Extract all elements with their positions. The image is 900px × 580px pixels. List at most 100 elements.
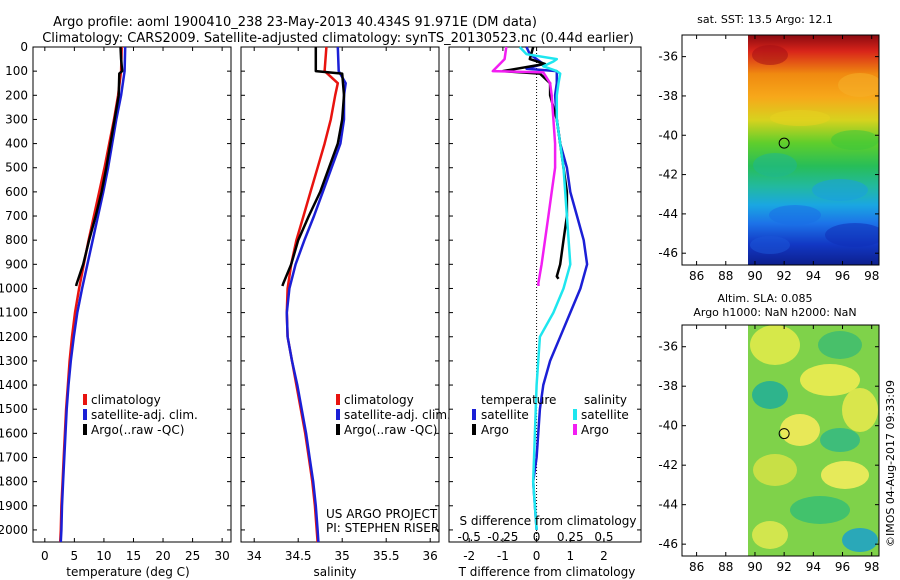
legend-swatch-satellite xyxy=(336,409,340,420)
sst-map-title: sat. SST: 13.5 Argo: 12.1 xyxy=(697,13,833,26)
map-y-tick-label: -38 xyxy=(658,379,678,393)
x-tick-label: 10 xyxy=(96,549,111,563)
x-tick-label: 0 xyxy=(41,549,49,563)
map-x-tick-label: 88 xyxy=(718,560,733,574)
legend-label-climatology: climatology xyxy=(91,393,161,407)
series-line-1 xyxy=(285,46,347,543)
sst-map-empty-region xyxy=(682,35,748,265)
temperature-chart: 0 5 10 15 20 25 30 xyxy=(41,46,230,563)
depth-tick-label: 900 xyxy=(5,257,28,271)
x-tick-label: 30 xyxy=(214,549,229,563)
map-y-tick-label: -40 xyxy=(658,128,678,142)
pi-credit: PI: STEPHEN RISER xyxy=(326,521,439,535)
sla-map-title-line1: Altim. SLA: 0.085 xyxy=(717,292,812,305)
depth-tick-label: 0 xyxy=(20,40,28,54)
map-y-tick-label: -36 xyxy=(658,340,678,354)
depth-tick-label: 700 xyxy=(5,209,28,223)
map-y-tick-label: -36 xyxy=(658,50,678,64)
x-tick-label: 35.5 xyxy=(373,549,400,563)
depth-tick-label: 1100 xyxy=(0,306,28,320)
temperature-panel-frame xyxy=(32,46,232,543)
map-x-tick-label: 90 xyxy=(747,560,762,574)
legend-label-sal-argo: Argo xyxy=(581,423,609,437)
legend-label-argo: Argo(..raw -QC) xyxy=(344,423,437,437)
difference-panel-frame xyxy=(448,46,642,543)
legend-label-climatology: climatology xyxy=(344,393,414,407)
legend-swatch-temp-satellite xyxy=(472,409,476,420)
depth-tick-label: 100 xyxy=(5,64,28,78)
x-tick-label: 2 xyxy=(600,549,608,563)
map-y-tick-label: -40 xyxy=(658,419,678,433)
map-y-tick-label: -46 xyxy=(658,537,678,551)
depth-tick-label: 2000 xyxy=(0,523,28,537)
x-tick-label: 20 xyxy=(155,549,170,563)
x-tick-label: 34.5 xyxy=(285,549,312,563)
map-x-tick-label: 86 xyxy=(689,269,704,283)
salinity-panel-frame xyxy=(240,46,440,543)
imos-stamp: ©IMOS 04-Aug-2017 09:33:09 xyxy=(884,380,897,547)
sla-map-axes: 86 88 90 92 94 96 98 -36 -38 -40 -42 -44 -46 xyxy=(658,325,879,574)
sla-map: 86 88 90 92 94 96 98 -36 -38 -40 -42 -44 -46 xyxy=(658,324,880,574)
map-y-tick-label: -46 xyxy=(658,246,678,260)
map-x-tick-label: 98 xyxy=(864,269,879,283)
map-y-tick-label: -44 xyxy=(658,207,678,221)
sst-map-frame xyxy=(681,34,880,266)
temperature-legend: climatology satellite-adj. clim. Argo(..… xyxy=(83,393,198,437)
temperature-xlabel: temperature (deg C) xyxy=(66,565,189,579)
depth-tick-label: 1200 xyxy=(0,330,28,344)
map-x-tick-label: 86 xyxy=(689,560,704,574)
sla-map-empty-region xyxy=(682,325,748,556)
sst-map: 86 88 90 92 94 96 98 -36 -38 -40 -42 -44 -46 xyxy=(658,34,880,283)
float-position-marker xyxy=(778,137,790,149)
depth-tick-label: 400 xyxy=(5,137,28,151)
map-x-tick-label: 94 xyxy=(806,269,821,283)
s-tick-label: -0.25 xyxy=(487,530,518,544)
map-y-tick-label: -38 xyxy=(658,89,678,103)
figure-title-line1: Argo profile: aoml 1900410_238 23-May-20… xyxy=(53,15,537,30)
map-x-tick-label: 92 xyxy=(777,560,792,574)
depth-tick-label: 1900 xyxy=(0,499,28,513)
legend-swatch-satellite xyxy=(83,409,87,420)
map-y-tick-label: -42 xyxy=(658,458,678,472)
diff-series-line-0 xyxy=(525,46,589,530)
legend-swatch-argo xyxy=(83,424,87,435)
legend-swatch-climatology xyxy=(336,394,340,405)
map-y-tick-label: -44 xyxy=(658,498,678,512)
depth-tick-label: 1800 xyxy=(0,475,28,489)
x-tick-label: 36 xyxy=(423,549,438,563)
legend-header-temperature: temperature xyxy=(481,393,556,407)
legend-label-satellite: satellite-adj. clim. xyxy=(344,408,451,422)
map-x-tick-label: 94 xyxy=(806,560,821,574)
project-credit: US ARGO PROJECT xyxy=(326,507,438,521)
depth-tick-label: 200 xyxy=(5,88,28,102)
map-x-tick-label: 96 xyxy=(835,560,850,574)
legend-swatch-climatology xyxy=(83,394,87,405)
depth-tick-label: 300 xyxy=(5,112,28,126)
depth-tick-label: 1700 xyxy=(0,450,28,464)
x-tick-label: -1 xyxy=(497,549,509,563)
legend-label-temp-argo: Argo xyxy=(481,423,509,437)
map-x-tick-label: 92 xyxy=(777,269,792,283)
legend-label-satellite: satellite-adj. clim. xyxy=(91,408,198,422)
float-position-marker xyxy=(778,428,790,440)
s-difference-label: S difference from climatology xyxy=(460,514,637,528)
depth-tick-label: 1600 xyxy=(0,426,28,440)
x-tick-label: 1 xyxy=(566,549,574,563)
figure-title-line2: Climatology: CARS2009. Satellite-adjuste… xyxy=(42,31,634,46)
x-tick-label: 25 xyxy=(185,549,200,563)
difference-legend: temperature salinity satellite Argo sate… xyxy=(472,393,629,437)
salinity-chart: 34 34.5 35 35.5 36 xyxy=(247,46,438,563)
legend-swatch-sal-argo xyxy=(573,424,577,435)
map-x-tick-label: 96 xyxy=(835,269,850,283)
sla-map-frame xyxy=(681,324,880,557)
s-tick-label: 0 xyxy=(533,530,541,544)
t-difference-xlabel: T difference from climatology xyxy=(458,565,636,579)
x-tick-label: 5 xyxy=(71,549,79,563)
sst-map-axes: 86 88 90 92 94 96 98 -36 -38 -40 -42 -44 -46 xyxy=(658,35,879,283)
x-tick-label: 34 xyxy=(247,549,262,563)
legend-swatch-temp-argo xyxy=(472,424,476,435)
diff-series-line-3 xyxy=(491,46,557,287)
depth-tick-label: 1300 xyxy=(0,354,28,368)
map-x-tick-label: 88 xyxy=(718,269,733,283)
